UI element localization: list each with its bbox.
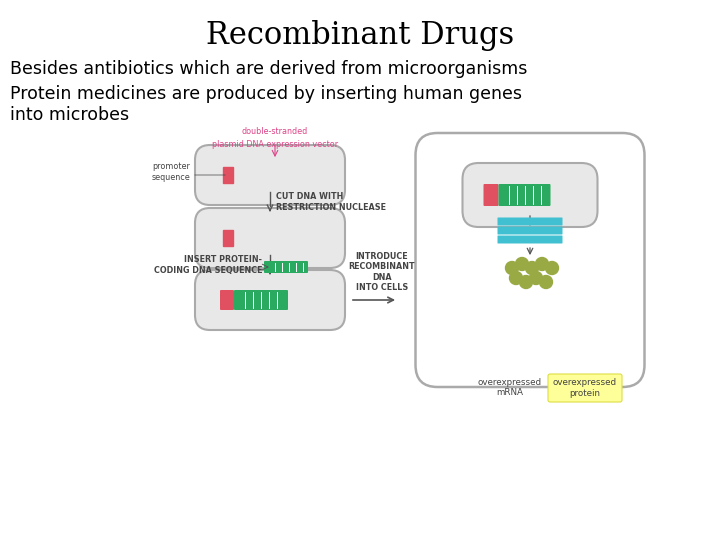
Circle shape [510,272,523,285]
Text: Besides antibiotics which are derived from microorganisms: Besides antibiotics which are derived fr… [10,60,527,78]
FancyBboxPatch shape [484,184,498,206]
FancyBboxPatch shape [548,374,622,402]
Text: INSERT PROTEIN-
CODING DNA SEQUENCE: INSERT PROTEIN- CODING DNA SEQUENCE [153,255,262,275]
Circle shape [516,258,528,271]
Circle shape [539,275,552,288]
Circle shape [505,261,518,274]
Circle shape [520,275,533,288]
Circle shape [529,272,542,285]
FancyBboxPatch shape [220,290,234,310]
Bar [223,167,233,183]
Text: promoter
sequence: promoter sequence [151,163,190,181]
FancyBboxPatch shape [498,226,562,234]
FancyBboxPatch shape [195,270,345,330]
FancyBboxPatch shape [498,235,562,244]
FancyBboxPatch shape [462,163,598,227]
Text: plasmid DNA expression vector: plasmid DNA expression vector [212,140,338,149]
FancyBboxPatch shape [498,218,562,226]
FancyBboxPatch shape [234,290,288,310]
FancyBboxPatch shape [195,145,345,205]
Text: INTRODUCE
RECOMBINANT
DNA
INTO CELLS: INTRODUCE RECOMBINANT DNA INTO CELLS [348,252,415,292]
Text: overexpressed
protein: overexpressed protein [553,379,617,397]
Circle shape [546,261,559,274]
Text: CUT DNA WITH
RESTRICTION NUCLEASE: CUT DNA WITH RESTRICTION NUCLEASE [276,192,386,212]
Bar [223,230,233,246]
Circle shape [526,261,539,274]
Text: overexpressed
mRNA: overexpressed mRNA [478,378,542,397]
Circle shape [536,258,549,271]
Text: Recombinant Drugs: Recombinant Drugs [206,20,514,51]
FancyBboxPatch shape [195,208,345,268]
Text: double-stranded: double-stranded [242,127,308,136]
FancyBboxPatch shape [264,261,308,273]
FancyBboxPatch shape [498,184,551,206]
FancyBboxPatch shape [415,133,644,387]
Text: Protein medicines are produced by inserting human genes
into microbes: Protein medicines are produced by insert… [10,85,522,124]
